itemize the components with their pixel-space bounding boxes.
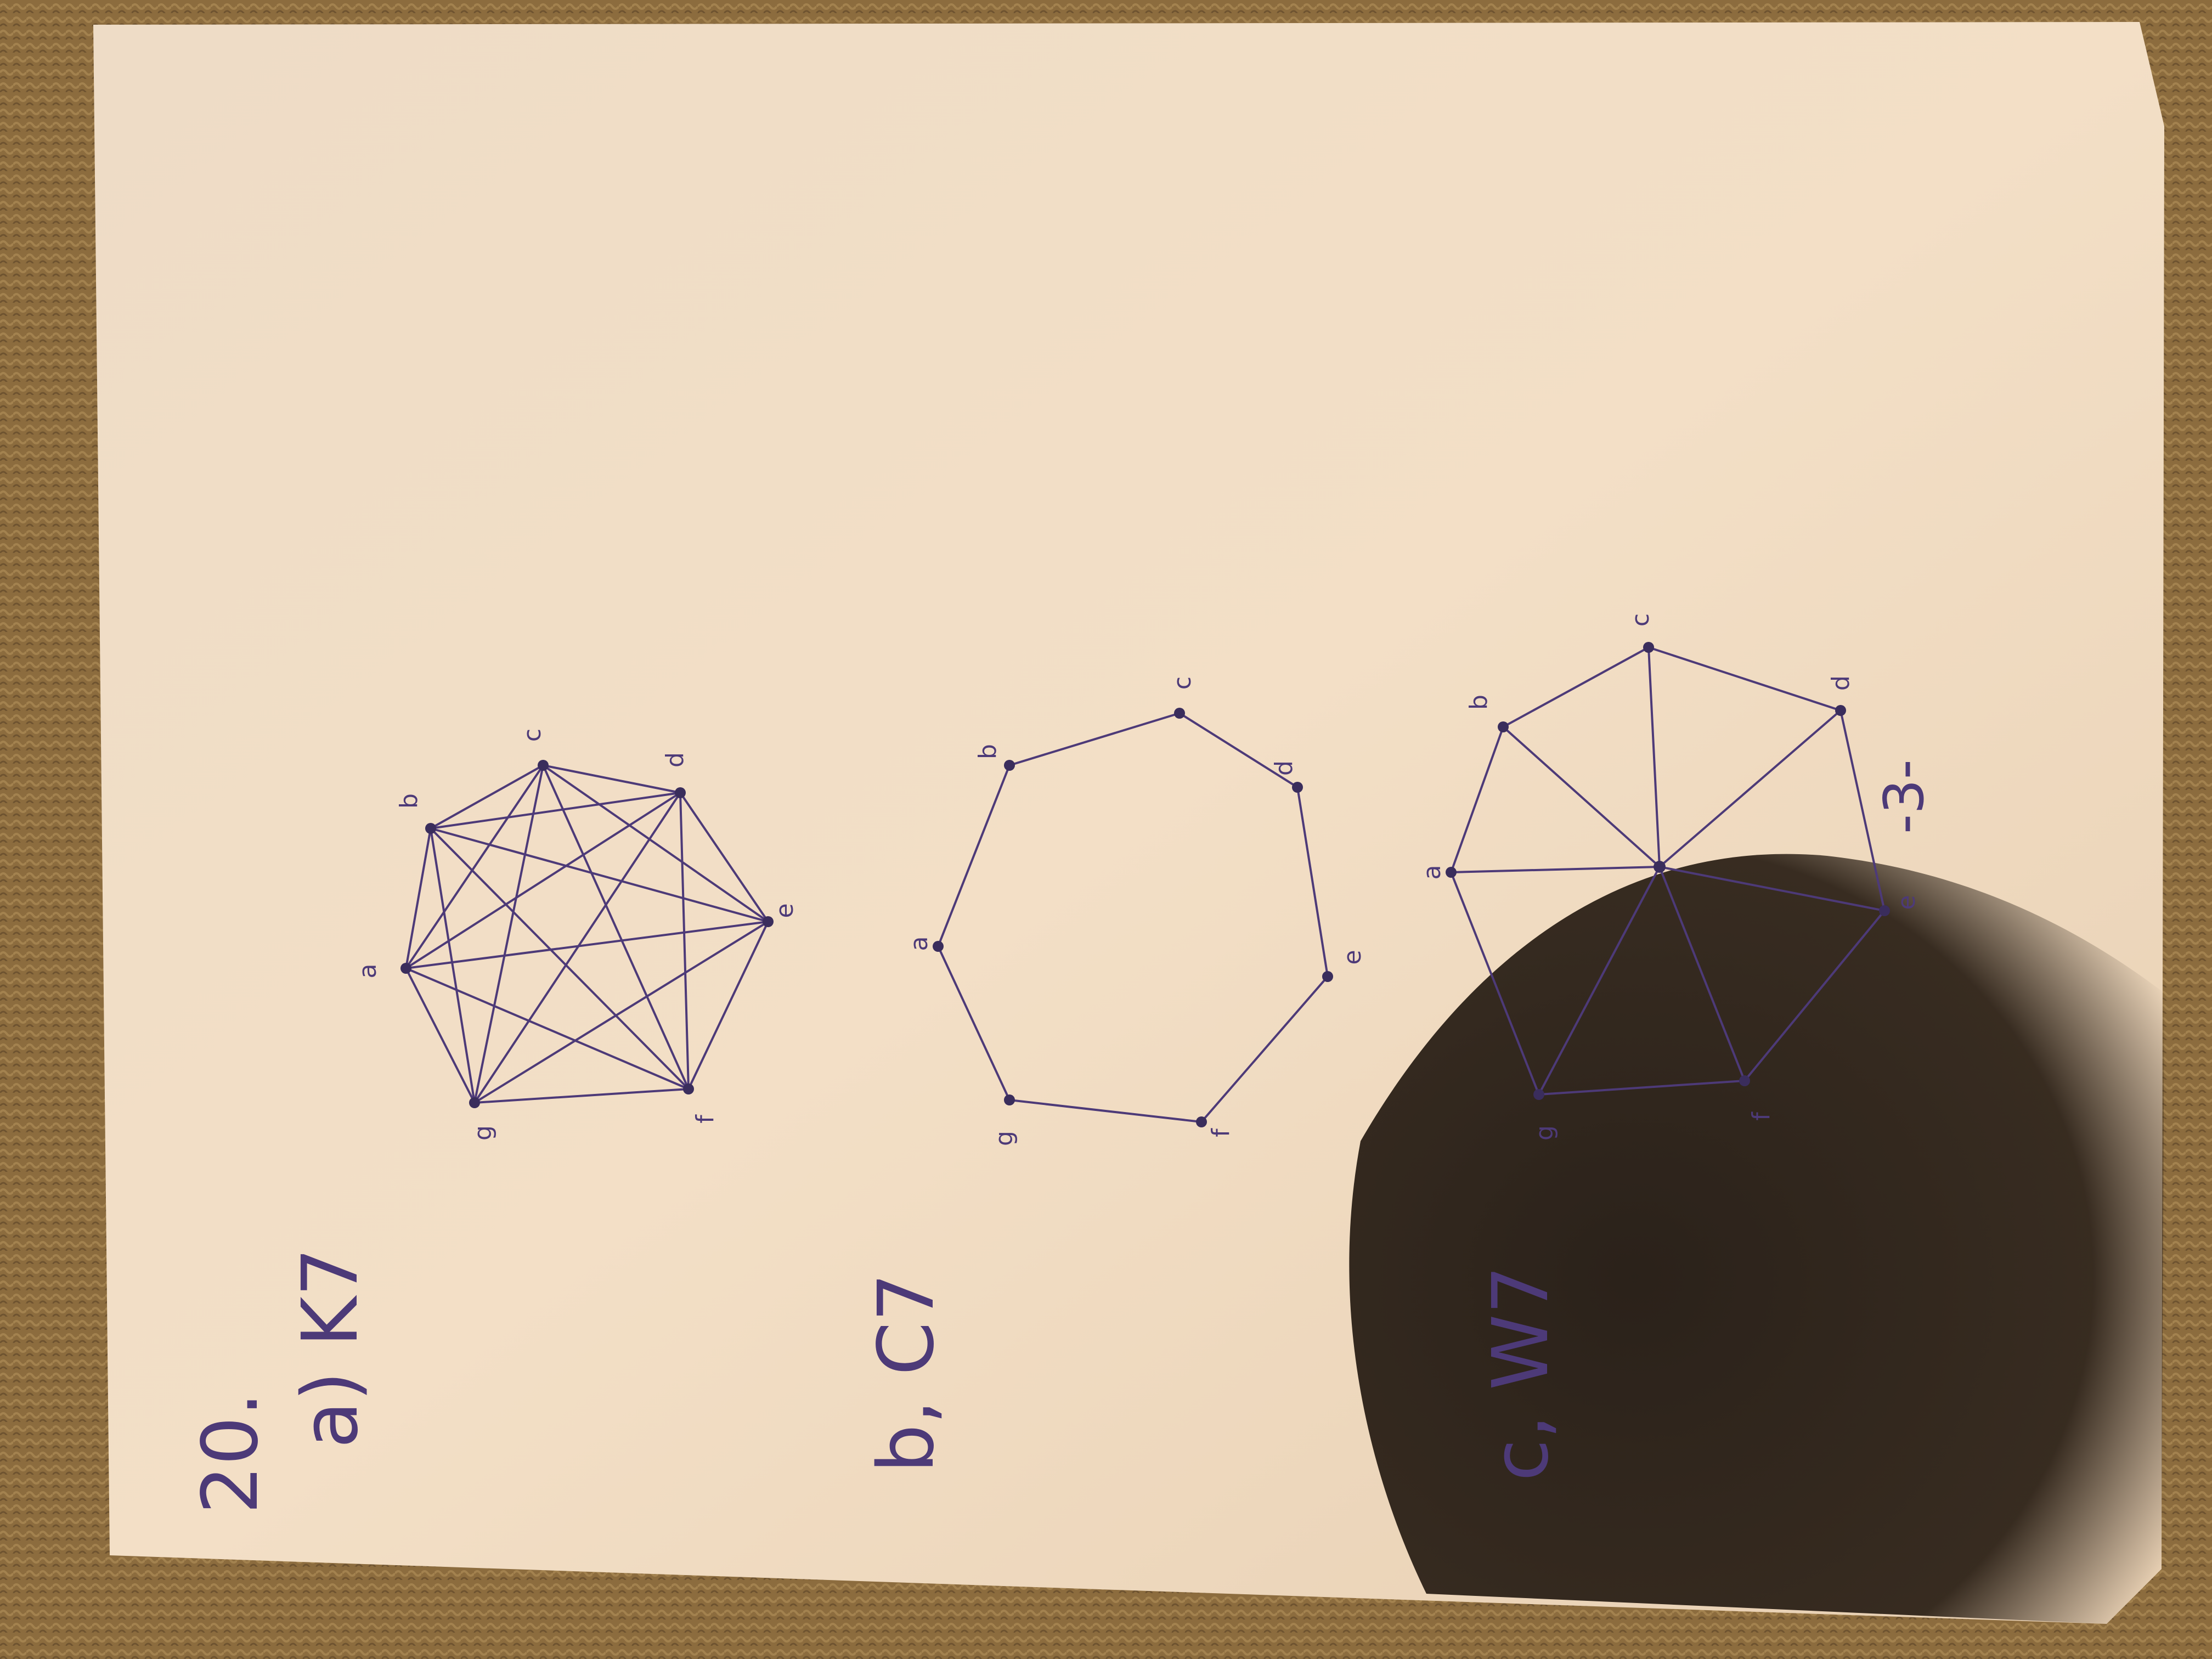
label-k7: a) K7 (286, 1248, 375, 1448)
problem-number: 20. (186, 1392, 275, 1514)
edge-d-e (1839, 709, 1886, 912)
page-number: -3- (1872, 759, 1936, 834)
edge-a-b (1450, 726, 1504, 873)
vertex-f (683, 1084, 694, 1094)
edge-g-a (937, 945, 1011, 1101)
vertex-e (1879, 905, 1890, 916)
vertex-b (1498, 721, 1509, 732)
edge-c-f (542, 764, 690, 1090)
edge-b-e (430, 827, 769, 923)
edge-a-d (405, 792, 681, 969)
vertex-a (400, 963, 411, 974)
vertex-f (1196, 1116, 1207, 1127)
vertex-d (1835, 705, 1846, 716)
vertex-label-g: g (1531, 1125, 1559, 1141)
edge-d-e (1296, 786, 1329, 978)
vertex-label-c: c (518, 729, 546, 742)
vertex-e (1322, 971, 1333, 982)
vertex-label-d: d (1827, 675, 1855, 691)
edge-a-b (937, 764, 1011, 947)
vertex-label-c: c (1169, 676, 1197, 690)
spoke-d (1658, 709, 1842, 868)
vertex-label-g: g (990, 1131, 1018, 1146)
edge-b-g (430, 827, 476, 1104)
hub-vertex (1654, 861, 1666, 873)
edge-b-f (430, 827, 690, 1090)
edge-e-f (1200, 975, 1329, 1123)
edge-a-g (405, 967, 476, 1104)
vertex-label-d: d (661, 752, 689, 768)
edge-b-d (430, 792, 681, 830)
hand-shadow (1349, 854, 2164, 1624)
vertex-g (469, 1097, 480, 1108)
edge-d-e (679, 792, 769, 923)
vertex-d (1292, 782, 1303, 793)
vertex-c (538, 760, 549, 771)
edge-b-c (430, 764, 544, 830)
vertex-label-f: f (1207, 1128, 1235, 1137)
vertex-c (1174, 708, 1185, 719)
spoke-a (1450, 866, 1661, 873)
vertex-label-a: a (1418, 865, 1446, 880)
label-c7: b, C7 (862, 1273, 951, 1473)
vertex-label-e: e (1339, 950, 1367, 964)
edge-g-a (1450, 871, 1540, 1096)
vertex-g (1533, 1089, 1544, 1100)
vertex-label-b: b (1465, 695, 1493, 710)
vertex-label-f: f (691, 1114, 719, 1124)
edge-c-d (1647, 646, 1842, 712)
vertex-label-a: a (354, 964, 382, 979)
vertex-a (933, 941, 944, 952)
vertex-label-e: e (771, 903, 799, 918)
vertex-a (1446, 867, 1457, 878)
vertex-label-d: d (1270, 760, 1298, 776)
graph-c7-cycle: a b c d e f g (905, 676, 1367, 1146)
edge-c-d (542, 764, 681, 794)
edge-a-f (405, 967, 690, 1090)
vertex-c (1643, 642, 1654, 653)
spoke-g (1538, 866, 1661, 1096)
edge-f-g (1538, 1080, 1746, 1096)
edge-a-e (405, 921, 769, 969)
edge-a-b (405, 827, 432, 969)
vertex-e (763, 916, 774, 927)
spoke-b (1502, 726, 1661, 868)
edge-e-f (687, 921, 769, 1090)
edge-b-c (1502, 646, 1650, 728)
edge-d-g (473, 792, 681, 1104)
vertex-label-b: b (974, 744, 1002, 759)
vertex-label-a: a (905, 936, 933, 951)
graph-k7-complete: a b c d e f g (354, 729, 799, 1141)
edge-c-g (473, 764, 544, 1104)
vertex-b (1004, 760, 1015, 771)
vertex-f (1739, 1075, 1750, 1086)
vertex-label-e: e (1893, 895, 1921, 910)
edge-c-d (1178, 712, 1299, 788)
vertex-label-f: f (1747, 1111, 1775, 1121)
vertex-label-c: c (1627, 613, 1655, 627)
edge-d-f (679, 792, 690, 1090)
edge-e-g (473, 921, 769, 1104)
spoke-f (1658, 866, 1746, 1082)
vertex-label-b: b (395, 793, 423, 809)
spoke-c (1647, 646, 1661, 868)
edge-f-g (1008, 1099, 1203, 1123)
edge-a-c (405, 764, 544, 969)
edge-e-f (1743, 910, 1886, 1082)
vertex-g (1004, 1094, 1015, 1105)
graph-w7-wheel: a b c d e f g (1418, 613, 1921, 1141)
edge-c-e (542, 764, 769, 923)
vertex-label-g: g (469, 1125, 497, 1141)
spoke-e (1658, 866, 1886, 912)
label-w7: c, W7 (1476, 1266, 1566, 1481)
edge-f-g (473, 1088, 690, 1104)
vertex-d (675, 787, 686, 798)
vertex-b (425, 823, 436, 834)
edge-b-c (1008, 712, 1181, 766)
